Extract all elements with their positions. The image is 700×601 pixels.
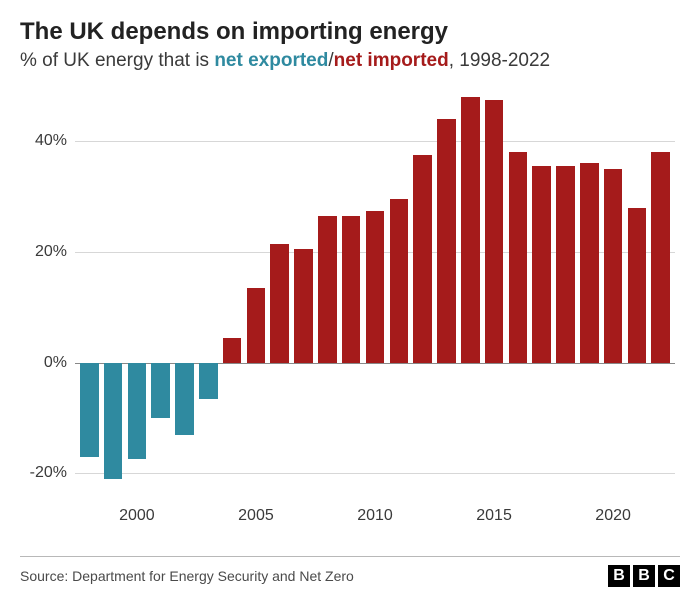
bar xyxy=(485,100,504,363)
bbc-logo-block: B xyxy=(608,565,630,587)
bar xyxy=(199,363,218,399)
bar xyxy=(461,97,480,363)
bar xyxy=(437,119,456,362)
x-axis-label: 2015 xyxy=(476,507,512,525)
bar xyxy=(628,208,647,363)
bar xyxy=(104,363,123,479)
bbc-logo: BBC xyxy=(608,565,680,587)
bar xyxy=(604,169,623,363)
bar xyxy=(247,288,266,363)
y-axis-label: -20% xyxy=(20,464,67,482)
bar xyxy=(270,244,289,363)
bar xyxy=(651,152,670,362)
bar xyxy=(413,155,432,363)
chart-footer: Source: Department for Energy Security a… xyxy=(20,556,680,587)
bar xyxy=(128,363,147,460)
bar xyxy=(80,363,99,457)
chart-subtitle: % of UK energy that is net exported/net … xyxy=(20,50,680,72)
y-axis-label: 0% xyxy=(20,354,67,372)
x-axis-label: 2000 xyxy=(119,507,155,525)
source-label: Source: Department for Energy Security a… xyxy=(20,568,354,584)
bar xyxy=(556,166,575,362)
bar xyxy=(175,363,194,435)
subtitle-imported: net imported xyxy=(334,50,449,71)
bar xyxy=(390,199,409,362)
y-axis-label: 20% xyxy=(20,243,67,261)
chart-title: The UK depends on importing energy xyxy=(20,18,680,46)
bar xyxy=(509,152,528,362)
bar xyxy=(294,249,313,362)
x-axis-label: 2020 xyxy=(595,507,631,525)
gridline xyxy=(75,473,675,474)
x-axis-label: 2010 xyxy=(357,507,393,525)
bar xyxy=(580,163,599,362)
bar xyxy=(366,211,385,363)
bar xyxy=(223,338,242,363)
gridline xyxy=(75,141,675,142)
subtitle-exported: net exported xyxy=(214,50,328,71)
y-axis-label: 40% xyxy=(20,132,67,150)
chart-container: The UK depends on importing energy % of … xyxy=(0,0,700,601)
bbc-logo-block: B xyxy=(633,565,655,587)
bar xyxy=(342,216,361,363)
bbc-logo-block: C xyxy=(658,565,680,587)
x-axis-label: 2005 xyxy=(238,507,274,525)
subtitle-prefix: % of UK energy that is xyxy=(20,50,214,71)
plot-area: -20% 0% 20% 40% 2000 2005 2010 2015 2020 xyxy=(20,86,675,529)
bar xyxy=(151,363,170,418)
bar xyxy=(532,166,551,362)
subtitle-suffix: , 1998-2022 xyxy=(449,50,550,71)
bar xyxy=(318,216,337,363)
